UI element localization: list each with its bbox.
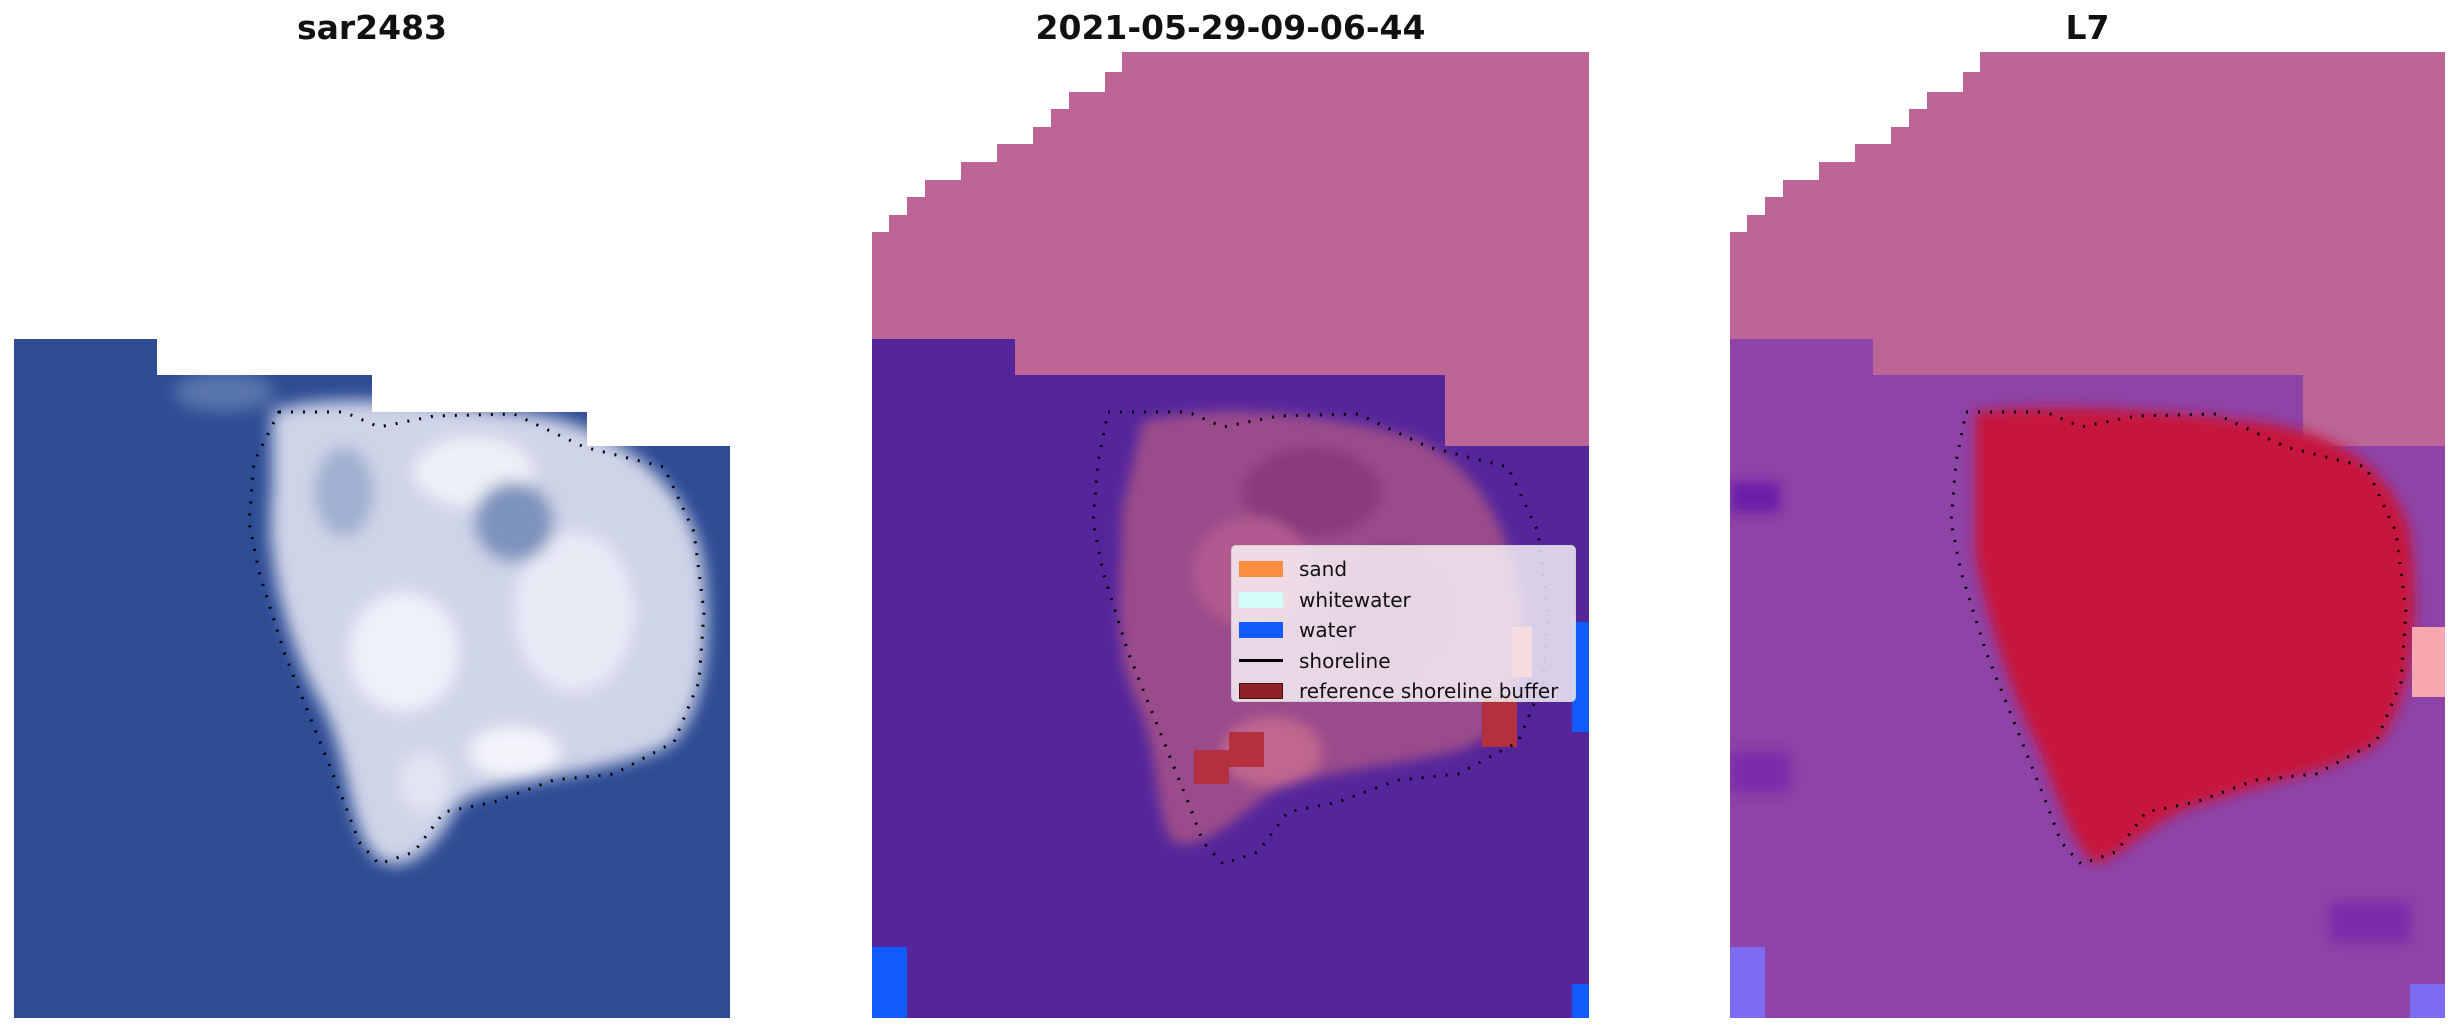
legend-item-water: water	[1239, 615, 1575, 646]
bright-patch	[1730, 947, 1765, 1018]
classified-image	[872, 52, 1589, 1018]
water-patch	[872, 947, 907, 1018]
buffer-patch	[1482, 697, 1517, 747]
buffer-patch	[1229, 732, 1264, 767]
legend-label: water	[1299, 618, 1356, 643]
legend-item-reference-buffer: reference shoreline buffer	[1239, 676, 1575, 707]
water-patch	[1572, 984, 1589, 1018]
panel-title-rgb: sar2483	[296, 8, 448, 47]
no-data-mask	[872, 52, 1589, 446]
legend-label: shoreline	[1299, 648, 1391, 673]
index-image	[1730, 52, 2445, 1018]
panel-title-index: L7	[2065, 8, 2110, 47]
reference-buffer-swatch	[1239, 683, 1283, 700]
bright-patch	[2410, 984, 2445, 1018]
bright-patch	[2412, 627, 2445, 697]
legend-label: sand	[1299, 557, 1348, 582]
water-patch	[1572, 622, 1589, 732]
shoreline	[247, 410, 706, 866]
land-area	[270, 400, 707, 865]
water-swatch	[1239, 622, 1283, 639]
no-data-mask	[1730, 52, 2445, 446]
shoreline-swatch	[1239, 659, 1283, 663]
whitewater-swatch	[1239, 591, 1283, 608]
sand-swatch	[1239, 561, 1283, 578]
legend-label: whitewater	[1299, 587, 1411, 612]
panel-title-classification: 2021-05-29-09-06-44	[1035, 8, 1426, 47]
legend-item-sand: sand	[1239, 554, 1575, 585]
rgb-satellite-image	[14, 339, 730, 1018]
high-index-region	[1975, 407, 2415, 864]
legend-item-shoreline: shoreline	[1239, 646, 1575, 677]
buffer-patch	[1194, 750, 1229, 784]
legend-item-whitewater: whitewater	[1239, 585, 1575, 616]
legend: sand whitewater water shoreline referenc…	[1231, 545, 1576, 703]
legend-label: reference shoreline buffer	[1299, 679, 1559, 704]
